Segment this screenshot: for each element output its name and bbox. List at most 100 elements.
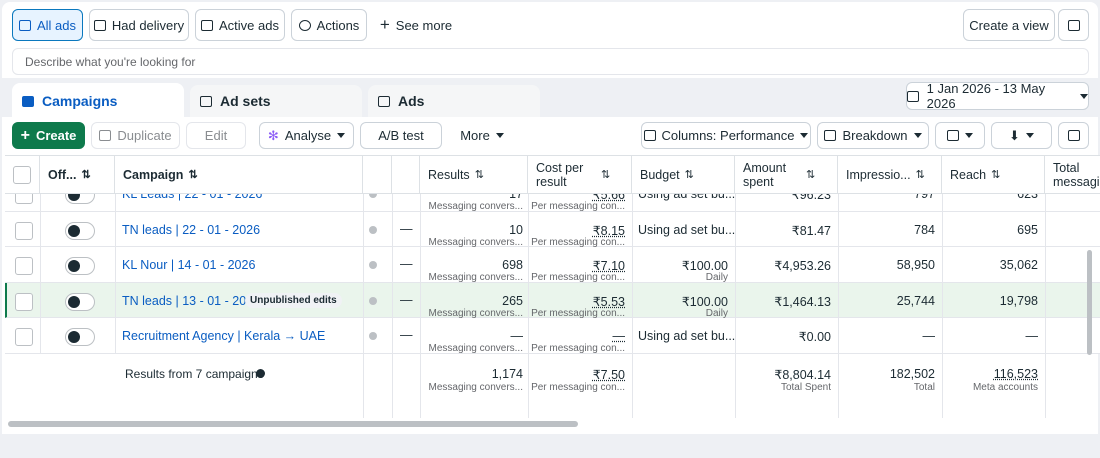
checkbox[interactable] bbox=[15, 257, 33, 275]
header-total[interactable]: Total messaging bbox=[1045, 156, 1100, 193]
delivery: — bbox=[400, 292, 413, 307]
header-label: Total messaging bbox=[1053, 160, 1100, 189]
summary-cost: ₹7.50 bbox=[592, 367, 625, 382]
column-divider bbox=[1045, 193, 1046, 212]
h-scrollbar[interactable] bbox=[8, 421, 578, 427]
reports-button[interactable] bbox=[935, 122, 985, 149]
header-label: Amount spent bbox=[743, 160, 787, 189]
summary-results-label: Messaging convers... bbox=[428, 381, 524, 393]
header-reach[interactable]: Reach bbox=[942, 156, 1045, 193]
filter-actions[interactable]: Actions bbox=[291, 9, 367, 41]
column-divider bbox=[528, 318, 529, 354]
budget-amount: ₹100.00 bbox=[681, 259, 728, 273]
delivery: — bbox=[400, 221, 413, 236]
create-view[interactable]: Create a view bbox=[963, 9, 1055, 41]
tab-campaigns[interactable]: Campaigns bbox=[12, 83, 184, 119]
header-check bbox=[5, 156, 40, 193]
column-divider bbox=[420, 318, 421, 354]
column-divider bbox=[528, 353, 529, 418]
summary-reach-label: Meta accounts bbox=[972, 381, 1038, 393]
edit-button[interactable]: Edit bbox=[186, 122, 246, 149]
chart-button[interactable] bbox=[1058, 122, 1089, 149]
column-divider bbox=[632, 282, 633, 318]
column-divider bbox=[838, 211, 839, 247]
amount-spent: ₹1,464.13 bbox=[774, 294, 831, 309]
column-divider bbox=[1045, 211, 1046, 247]
search-box[interactable]: Describe what you're looking for bbox=[12, 48, 1089, 75]
v-scrollbar[interactable] bbox=[1087, 250, 1092, 355]
checkbox[interactable] bbox=[15, 328, 33, 346]
cost: ₹8.15 bbox=[592, 223, 625, 238]
settings-button[interactable] bbox=[1058, 9, 1089, 41]
budget: Using ad set bu... bbox=[638, 222, 736, 237]
column-divider bbox=[942, 282, 943, 318]
analyse-button[interactable]: ✻ Analyse bbox=[259, 122, 354, 149]
amount-spent: ₹0.00 bbox=[798, 330, 831, 344]
header-label: Campaign bbox=[123, 167, 184, 182]
column-divider bbox=[942, 353, 943, 418]
summary-impressions-label: Total bbox=[913, 381, 935, 393]
summary-results: 1,174 bbox=[491, 366, 523, 381]
campaign-name[interactable]: TN leads | 13 - 01 - 2026 bbox=[122, 293, 261, 308]
campaign-name[interactable]: Recruitment Agency | Kerala → UAE bbox=[122, 329, 326, 343]
header-campaign[interactable]: Campaign bbox=[115, 156, 363, 193]
toggle-knob bbox=[68, 331, 80, 343]
tab-ads[interactable]: Ads bbox=[368, 85, 540, 117]
columns-button[interactable]: Columns: Performance bbox=[641, 122, 811, 149]
header-impressions[interactable]: Impressio... bbox=[838, 156, 942, 193]
summary-impressions: 182,502 bbox=[889, 366, 935, 381]
filter-all[interactable]: All ads bbox=[12, 9, 83, 41]
reach: 623 bbox=[1017, 193, 1038, 201]
header-off[interactable]: Off... bbox=[40, 156, 115, 193]
column-divider bbox=[942, 318, 943, 354]
date-picker[interactable]: 1 Jan 2026 - 13 May 2026 bbox=[906, 81, 1089, 111]
status-dot bbox=[369, 225, 377, 234]
filter-label: Actions bbox=[316, 17, 360, 33]
column-divider bbox=[115, 247, 116, 283]
see-more[interactable]: + See more bbox=[374, 9, 458, 41]
duplicate-button[interactable]: Duplicate bbox=[91, 122, 180, 149]
row bbox=[5, 282, 1100, 318]
tab-label: Campaigns bbox=[42, 93, 118, 109]
header-cost[interactable]: Cost per result bbox=[528, 156, 632, 193]
more-button[interactable]: More bbox=[450, 122, 514, 149]
reach: 695 bbox=[1017, 222, 1038, 237]
header-budget[interactable]: Budget bbox=[632, 156, 735, 193]
header-results[interactable]: Results bbox=[420, 156, 528, 193]
header-spent[interactable]: Amount spent bbox=[735, 156, 838, 193]
checkbox[interactable] bbox=[15, 221, 33, 240]
column-divider bbox=[632, 247, 633, 283]
results-label: Messaging convers... bbox=[428, 201, 524, 212]
column-divider bbox=[363, 353, 364, 418]
column-divider bbox=[420, 247, 421, 283]
summary-spent-label: Total Spent bbox=[780, 381, 831, 393]
checkbox[interactable] bbox=[15, 292, 33, 311]
column-divider bbox=[528, 247, 529, 283]
summary-label: Results from 7 campaigns bbox=[125, 366, 264, 381]
filter-active[interactable]: Active ads bbox=[195, 9, 285, 41]
checkbox[interactable] bbox=[13, 165, 31, 184]
results: 265 bbox=[502, 293, 523, 308]
campaign-name[interactable]: KL Leads | 22 - 01 - 2026 bbox=[122, 193, 263, 201]
column-divider bbox=[115, 193, 116, 212]
campaign-name[interactable]: TN leads | 22 - 01 - 2026 bbox=[122, 222, 261, 237]
table-body: KL Leads | 22 - 01 - 2026—17 Messaging co… bbox=[5, 193, 1100, 418]
filter-label: Active ads bbox=[219, 17, 279, 33]
header-label: Budget bbox=[640, 167, 680, 182]
campaign-name[interactable]: KL Nour | 14 - 01 - 2026 bbox=[122, 258, 256, 272]
checkbox[interactable] bbox=[15, 193, 33, 204]
export-button[interactable]: ⬇ bbox=[991, 122, 1052, 149]
ab-test-button[interactable]: A/B test bbox=[360, 122, 442, 149]
breakdown-button[interactable]: Breakdown bbox=[817, 122, 929, 149]
header-label: Impressio... bbox=[846, 167, 911, 182]
filter-delivery[interactable]: Had delivery bbox=[89, 9, 189, 41]
cost: ₹5.66 bbox=[592, 193, 625, 202]
date-label: 1 Jan 2026 - 13 May 2026 bbox=[926, 81, 1046, 111]
create-button[interactable]: + Create bbox=[12, 122, 85, 149]
row bbox=[5, 247, 1100, 283]
column-divider bbox=[392, 318, 393, 354]
status-dot bbox=[369, 332, 377, 340]
budget-label: Daily bbox=[705, 307, 728, 319]
cost: ₹7.10 bbox=[592, 259, 625, 273]
tab-adsets[interactable]: Ad sets bbox=[190, 85, 362, 117]
